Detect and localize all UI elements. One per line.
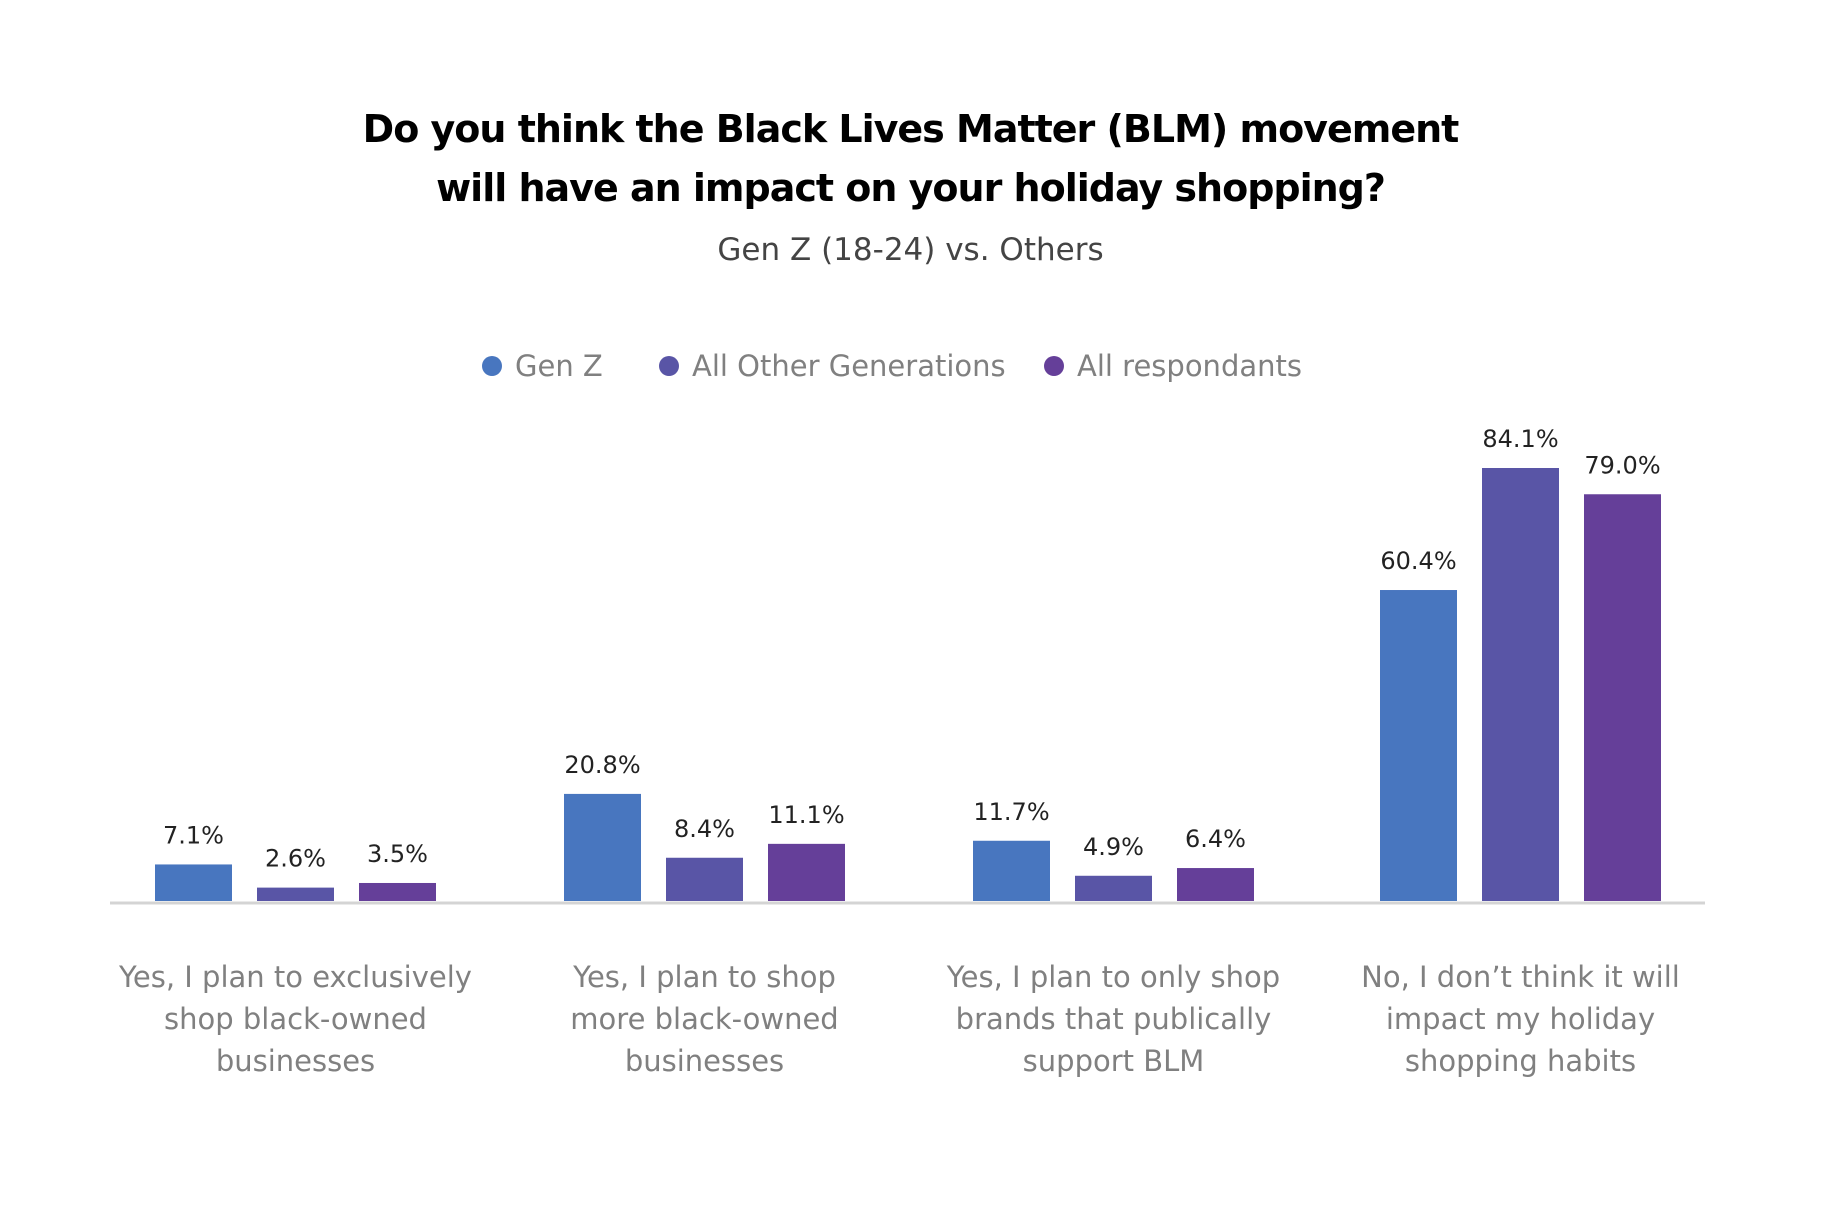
value-label-2-2: 6.4% (1185, 825, 1246, 853)
chart-title-line-1: Do you think the Black Lives Matter (BLM… (362, 107, 1460, 151)
category-label-0-1: shop black-owned (164, 1002, 427, 1036)
chart-title-line-2: will have an impact on your holiday shop… (436, 166, 1386, 210)
bar-2-1 (768, 843, 845, 901)
bar-0-3 (1380, 590, 1457, 901)
bar-0-0 (155, 864, 232, 901)
category-label-3-1: impact my holiday (1386, 1002, 1655, 1036)
chart-legend: Gen Z All Other Generations All respondant… (482, 349, 1302, 383)
value-label-2-0: 3.5% (367, 840, 428, 868)
category-label-0-2: businesses (216, 1044, 375, 1078)
category-label-2-0: Yes, I plan to only shop (946, 960, 1280, 994)
bar-1-3 (1482, 468, 1559, 901)
value-label-1-2: 4.9% (1083, 833, 1144, 861)
category-label-1-2: businesses (625, 1044, 784, 1078)
bar-1-2 (1075, 875, 1152, 901)
value-label-0-3: 60.4% (1380, 547, 1456, 575)
bar-0-2 (973, 840, 1050, 901)
category-label-2-1: brands that publically (956, 1002, 1272, 1036)
legend-label-1: All Other Generations (692, 349, 1006, 383)
category-label-1-0: Yes, I plan to shop (572, 960, 836, 994)
value-label-2-3: 79.0% (1584, 451, 1660, 479)
bar-2-2 (1177, 868, 1254, 901)
category-labels: Yes, I plan to exclusively shop black-own… (118, 960, 1680, 1078)
category-label-2-2: support BLM (1023, 1044, 1205, 1078)
value-label-2-1: 11.1% (768, 801, 844, 829)
bar-2-3 (1584, 494, 1661, 901)
value-label-0-2: 11.7% (973, 798, 1049, 826)
chart-title: Do you think the Black Lives Matter (BLM… (0, 100, 1821, 218)
value-label-1-3: 84.1% (1482, 425, 1558, 453)
chart-subtitle: Gen Z (18-24) vs. Others (717, 232, 1104, 268)
value-label-1-0: 2.6% (265, 845, 326, 873)
bar-1-1 (666, 857, 743, 901)
value-label-0-1: 20.8% (564, 751, 640, 779)
category-label-1-1: more black-owned (570, 1002, 838, 1036)
value-label-0-0: 7.1% (163, 821, 224, 849)
bar-2-0 (359, 882, 436, 901)
value-label-1-1: 8.4% (674, 815, 735, 843)
bar-group (155, 468, 1661, 901)
legend-marker-2 (1044, 356, 1064, 376)
category-label-0-0: Yes, I plan to exclusively (118, 960, 472, 994)
legend-label-0: Gen Z (515, 349, 603, 383)
category-label-3-2: shopping habits (1405, 1044, 1636, 1078)
bar-1-0 (257, 887, 334, 901)
bar-0-1 (564, 793, 641, 901)
category-label-3-0: No, I don’t think it will (1361, 960, 1680, 994)
legend-label-2: All respondants (1077, 349, 1302, 383)
legend-marker-1 (659, 356, 679, 376)
value-labels: 7.1% 20.8% 11.7% 60.4% 2.6% 8.4% 4.9% 84.1% 3.5%… (163, 425, 1661, 873)
legend-marker-0 (482, 356, 502, 376)
